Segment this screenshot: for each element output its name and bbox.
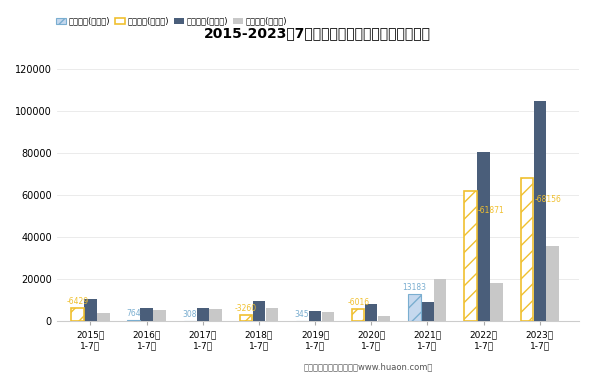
Bar [197, 308, 209, 322]
Bar [378, 316, 390, 322]
Bar [128, 320, 140, 322]
Bar [408, 294, 421, 322]
Bar [322, 312, 334, 322]
Text: -6016: -6016 [347, 298, 369, 307]
Bar [266, 308, 278, 322]
Bar [465, 191, 477, 322]
Text: 764: 764 [127, 309, 141, 318]
Bar [546, 246, 559, 322]
Text: -61871: -61871 [478, 206, 505, 215]
Bar [184, 321, 196, 322]
Text: -6429: -6429 [67, 297, 89, 306]
Bar [97, 313, 109, 322]
Bar [71, 308, 84, 322]
Text: 13183: 13183 [403, 283, 426, 292]
Bar [520, 178, 533, 322]
Bar [210, 309, 222, 322]
Bar [84, 300, 97, 322]
Bar [365, 304, 377, 322]
Text: -68156: -68156 [534, 195, 561, 204]
Text: 308: 308 [182, 310, 197, 319]
Text: 制图：华经产业研究院（www.huaon.com）: 制图：华经产业研究院（www.huaon.com） [304, 362, 433, 371]
Bar [434, 279, 447, 322]
Bar [490, 282, 503, 322]
Text: 345: 345 [295, 310, 309, 319]
Bar [533, 101, 546, 322]
Bar [352, 309, 365, 322]
Bar [421, 303, 434, 322]
Bar [309, 311, 321, 322]
Bar [140, 308, 153, 322]
Legend: 贸易顺差(万美元), 贸易逆差(万美元), 进口总额(万美元), 出口总额(万美元): 贸易顺差(万美元), 贸易逆差(万美元), 进口总额(万美元), 出口总额(万美… [56, 17, 287, 26]
Bar [240, 314, 252, 322]
Bar [296, 321, 308, 322]
Bar [153, 310, 166, 322]
Text: -3260: -3260 [235, 304, 257, 313]
Bar [252, 301, 265, 322]
Title: 2015-2023年7月天津泰达综合保税区进出口差额: 2015-2023年7月天津泰达综合保税区进出口差额 [204, 26, 431, 40]
Bar [478, 152, 489, 322]
